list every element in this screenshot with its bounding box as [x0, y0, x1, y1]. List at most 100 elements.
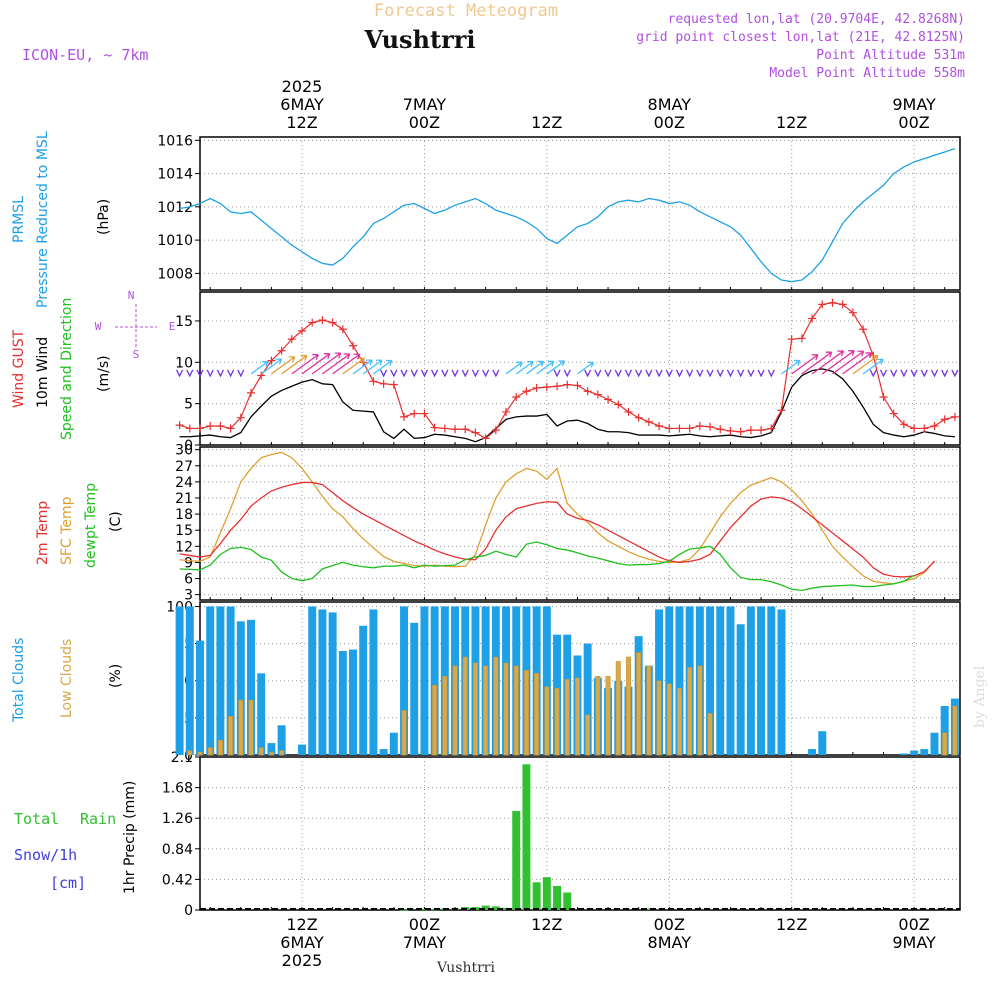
wind-gust-marker [236, 413, 245, 422]
low-clouds-bar [258, 747, 264, 756]
footer-location: Vushtrri [436, 960, 495, 976]
total-clouds-bar [185, 606, 194, 755]
wind-direction-arrow [227, 369, 235, 378]
rain-bar [644, 908, 653, 910]
wind-direction-arrow [757, 369, 765, 378]
requested-coords: requested lon,lat (20.9704E, 42.8268N) [668, 12, 965, 27]
wind-gust-marker [287, 335, 296, 344]
total-clouds-bar [736, 624, 745, 755]
wind-gust-marker [736, 427, 745, 436]
rain-bar [542, 877, 551, 910]
total-clouds-bar [410, 622, 419, 755]
low-clouds-bar [646, 665, 652, 756]
rain-bar [491, 906, 500, 910]
low-clouds-bar [585, 714, 591, 756]
wind-gust-marker [879, 393, 888, 402]
wind-direction-arrow [781, 359, 801, 375]
top-time-label: 8MAY [648, 95, 692, 114]
wind-gust-marker [481, 434, 490, 443]
low-clouds-bar [952, 705, 958, 756]
wind-gust-marker [838, 300, 847, 309]
wind-direction-arrow [655, 369, 663, 378]
wind-direction-arrow [665, 369, 673, 378]
location-title: Vushtrri [364, 25, 476, 54]
wind-gust-marker [655, 421, 664, 430]
wind-direction-arrow [614, 369, 622, 378]
label-snow: Snow/1h [14, 846, 77, 864]
total-clouds-bar [298, 744, 306, 755]
low-clouds-bar [483, 665, 489, 756]
wind-direction-arrow [441, 369, 449, 378]
low-clouds-bar [493, 656, 499, 756]
label-sfc-temp: SFC Temp [59, 496, 75, 565]
low-clouds-bar [432, 684, 438, 756]
total-clouds-bar [379, 749, 388, 755]
pressure-ytick-label: 1014 [157, 167, 193, 183]
wind-direction-arrow [879, 369, 888, 378]
temperature-ytick-label: 30 [175, 443, 193, 459]
wind-gust-marker [859, 325, 868, 334]
top-time-label: 2025 [282, 77, 323, 96]
bottom-time-label: 2025 [282, 951, 323, 970]
gridpoint-coords: grid point closest lon,lat (21E, 42.8125… [636, 30, 965, 45]
low-clouds-bar [238, 699, 244, 756]
wind-direction-arrow [332, 353, 361, 375]
low-clouds-bar [472, 662, 478, 756]
top-time-label: 12Z [776, 113, 807, 132]
total-clouds-bar [389, 732, 398, 755]
wind-gust-marker [512, 393, 521, 402]
wind-direction-arrow [373, 359, 393, 375]
wind-direction-arrow [604, 369, 612, 378]
wind-gust-marker [604, 395, 613, 404]
low-clouds-bar [228, 716, 234, 756]
total-clouds-bar [308, 606, 317, 755]
wind-gust-marker [267, 356, 276, 365]
total-clouds-bar [216, 606, 225, 755]
precipitation-ytick-label: 0.84 [162, 842, 193, 858]
wind-direction-arrow [471, 369, 480, 378]
pressure-ytick-label: 1008 [157, 266, 193, 282]
temperature-ytick-label: 21 [175, 491, 193, 507]
wind-direction-arrow [301, 353, 331, 375]
wind-gust-marker [430, 423, 439, 432]
wind-gust-marker [593, 390, 602, 399]
compass-south: S [133, 348, 140, 361]
wind-direction-arrow [577, 361, 594, 375]
temperature-ytick-label: 6 [184, 572, 193, 588]
t2m-temp-line [179, 481, 935, 578]
wind-direction-arrow [645, 369, 653, 378]
wind-gust-marker [185, 424, 194, 433]
wind-gust-marker [910, 424, 919, 433]
wind-gust-marker [848, 308, 857, 317]
wind-direction-arrow [767, 369, 775, 378]
wind-direction-arrow [352, 359, 373, 375]
pressure-ytick-label: 1010 [157, 233, 193, 249]
wind-direction-arrow [553, 369, 561, 378]
wind-direction-arrow [451, 369, 459, 378]
low-clouds-bar [707, 713, 713, 756]
wind-gust-marker [257, 371, 266, 380]
wind-gust-marker [920, 424, 929, 433]
low-clouds-bar [595, 676, 601, 756]
wind-direction-arrow [362, 359, 383, 375]
label-10m-wind: 10m Wind [35, 337, 51, 408]
total-clouds-bar [726, 606, 735, 755]
point-altitude: Point Altitude 531m [816, 48, 965, 63]
low-clouds-bar [554, 687, 560, 756]
wind-gust-marker [491, 426, 500, 435]
low-clouds-bar [503, 662, 509, 756]
wind-gust-marker [583, 387, 592, 396]
wind-gust-marker [349, 341, 358, 350]
bottom-time-label: 00Z [654, 915, 685, 934]
wind-gust-marker [308, 318, 317, 327]
wind-gust-marker [389, 380, 398, 389]
wind-gust-marker [196, 424, 204, 433]
rain-bar [400, 909, 409, 911]
wind-direction-arrow [482, 369, 490, 378]
wind-gust-marker [573, 381, 582, 390]
bottom-time-label: 12Z [286, 915, 317, 934]
wind-direction-arrow [696, 369, 704, 378]
low-clouds-bar [666, 683, 672, 756]
wind-gust-marker [706, 422, 715, 431]
